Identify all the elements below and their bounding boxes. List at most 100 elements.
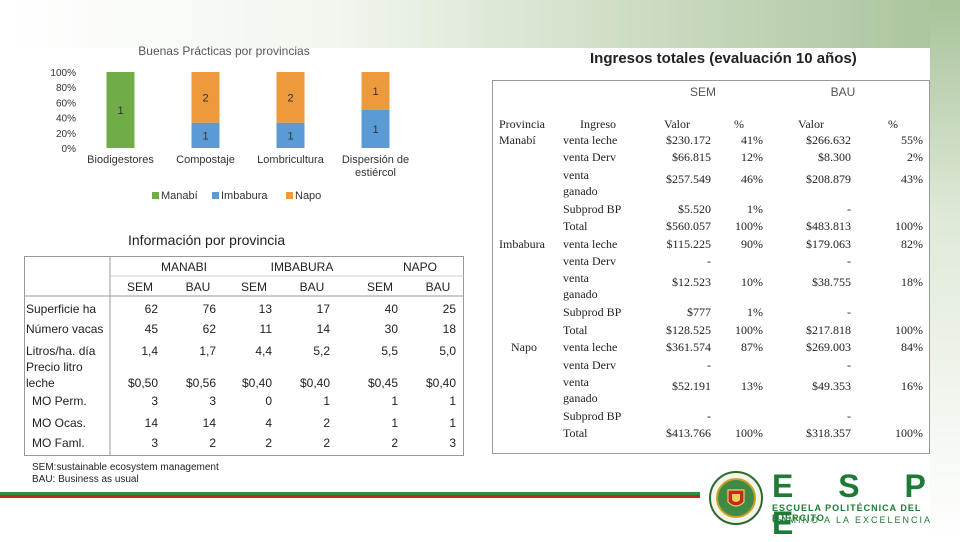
province-label: Napo [511,340,537,355]
info-cell: 14 [316,322,330,336]
y-tick-label: 40% [56,114,76,125]
bau-percent: 55% [901,133,923,147]
info-cell: 25 [442,302,456,316]
espe-emblem [709,471,763,525]
y-tick-label: 20% [56,129,76,140]
bau-value: - [847,254,851,268]
info-cell: $0,40 [241,376,272,390]
info-cell: 2 [323,416,330,430]
income-type: venta leche [563,236,618,251]
sem-percent: 87% [741,340,763,355]
sem-value: $52.191 [672,379,711,393]
info-cell: 1,7 [199,344,216,358]
ingresos-title: Ingresos totales (evaluación 10 años) [590,50,857,67]
income-type: venta leche [563,133,618,147]
bau-value: $269.003 [806,340,851,355]
sem-bau-header: BAU [425,280,451,294]
bau-value: $8.300 [818,150,851,165]
legend-swatch [212,192,219,199]
buenas-practicas-chart: Buenas Prácticas por provincias 100% 80% 6… [50,44,409,202]
sem-percent: 13% [741,379,763,393]
info-cell: $0,40 [299,376,330,390]
x-tick-label: Lombricultura [257,154,325,166]
bau-value: $208.879 [806,171,851,186]
bau-value: $266.632 [806,133,851,147]
info-cell: 1 [449,394,456,408]
income-type: venta Derv [563,357,616,372]
info-cell: 3 [151,394,158,408]
info-cell: 18 [442,322,456,336]
sem-percent: 41% [741,133,763,147]
bau-value: $318.357 [806,426,851,441]
bar-data-label: 1 [202,130,208,142]
info-cell: 5,2 [313,344,330,358]
info-cell: 2 [209,436,216,450]
income-type: Subprod BP [563,201,622,216]
income-type: venta [563,271,589,286]
info-cell: 1 [449,416,456,430]
income-type: Total [563,426,588,441]
bau-percent: 43% [901,171,923,186]
sem-value: - [707,357,711,372]
info-cell: 40 [384,302,398,316]
col-header: % [888,117,898,131]
income-type: ganado [563,287,598,302]
bau-value: - [847,357,851,372]
espe-line2: CAMINO A LA EXCELENCIA [772,515,933,525]
province-header: MANABI [160,260,207,274]
espe-letters: E S P E [772,468,944,541]
info-cell: $0,45 [367,376,398,390]
bau-percent: 100% [895,219,923,234]
sem-bau-header: SEM [240,280,267,294]
info-title: Información por provincia [128,232,286,248]
bau-percent: 2% [907,150,923,165]
income-type: venta [563,375,589,389]
bar-data-label: 1 [372,124,378,136]
col-header: % [734,117,744,131]
sem-percent: 100% [735,322,763,337]
x-tick-label: Biodigestores [87,154,154,166]
bar-data-label: 1 [372,86,378,98]
sem-percent: 1% [747,305,763,320]
income-type: Total [563,219,588,234]
info-cell: 11 [259,322,272,336]
info-cell: 3 [449,436,456,450]
bau-percent: 82% [901,236,923,251]
bar-segment [361,72,390,110]
sem-value: - [707,254,711,268]
bau-value: $217.818 [806,322,851,337]
note-sem: SEM:sustainable ecosystem management [32,462,219,473]
row-label: leche [26,376,55,390]
row-label: Precio litro [26,360,83,374]
sem-value: $257.549 [666,171,711,186]
side-band [930,0,960,540]
group-header-bau: BAU [830,85,856,99]
province-header: IMBABURA [270,260,334,274]
sem-percent: 100% [735,426,763,441]
bar-data-label: 1 [287,130,293,142]
y-tick-label: 80% [56,83,76,94]
sem-value: $560.057 [666,219,711,234]
info-cell: 4,4 [255,344,272,358]
sem-value: $66.815 [672,150,711,165]
info-cell: 14 [202,416,216,430]
info-cell: 62 [202,322,216,336]
income-type: Total [563,322,588,337]
bar-data-label: 1 [117,105,123,117]
bau-value: - [847,409,851,423]
sem-percent: 46% [741,171,763,186]
sem-bau-header: BAU [185,280,211,294]
income-type: venta [563,167,589,182]
info-cell: 2 [391,436,398,450]
bau-value: - [847,201,851,216]
sem-percent: 10% [741,275,763,290]
bau-value: - [847,305,851,320]
info-cell: 62 [144,302,158,316]
info-cell: 5,5 [381,344,398,358]
info-cell: 17 [316,302,330,316]
x-tick-label: Dispersión de [342,154,409,166]
info-cell: 3 [151,436,158,450]
sem-value: $361.574 [666,340,711,355]
sem-value: - [707,409,711,423]
legend-label: Napo [295,190,321,202]
